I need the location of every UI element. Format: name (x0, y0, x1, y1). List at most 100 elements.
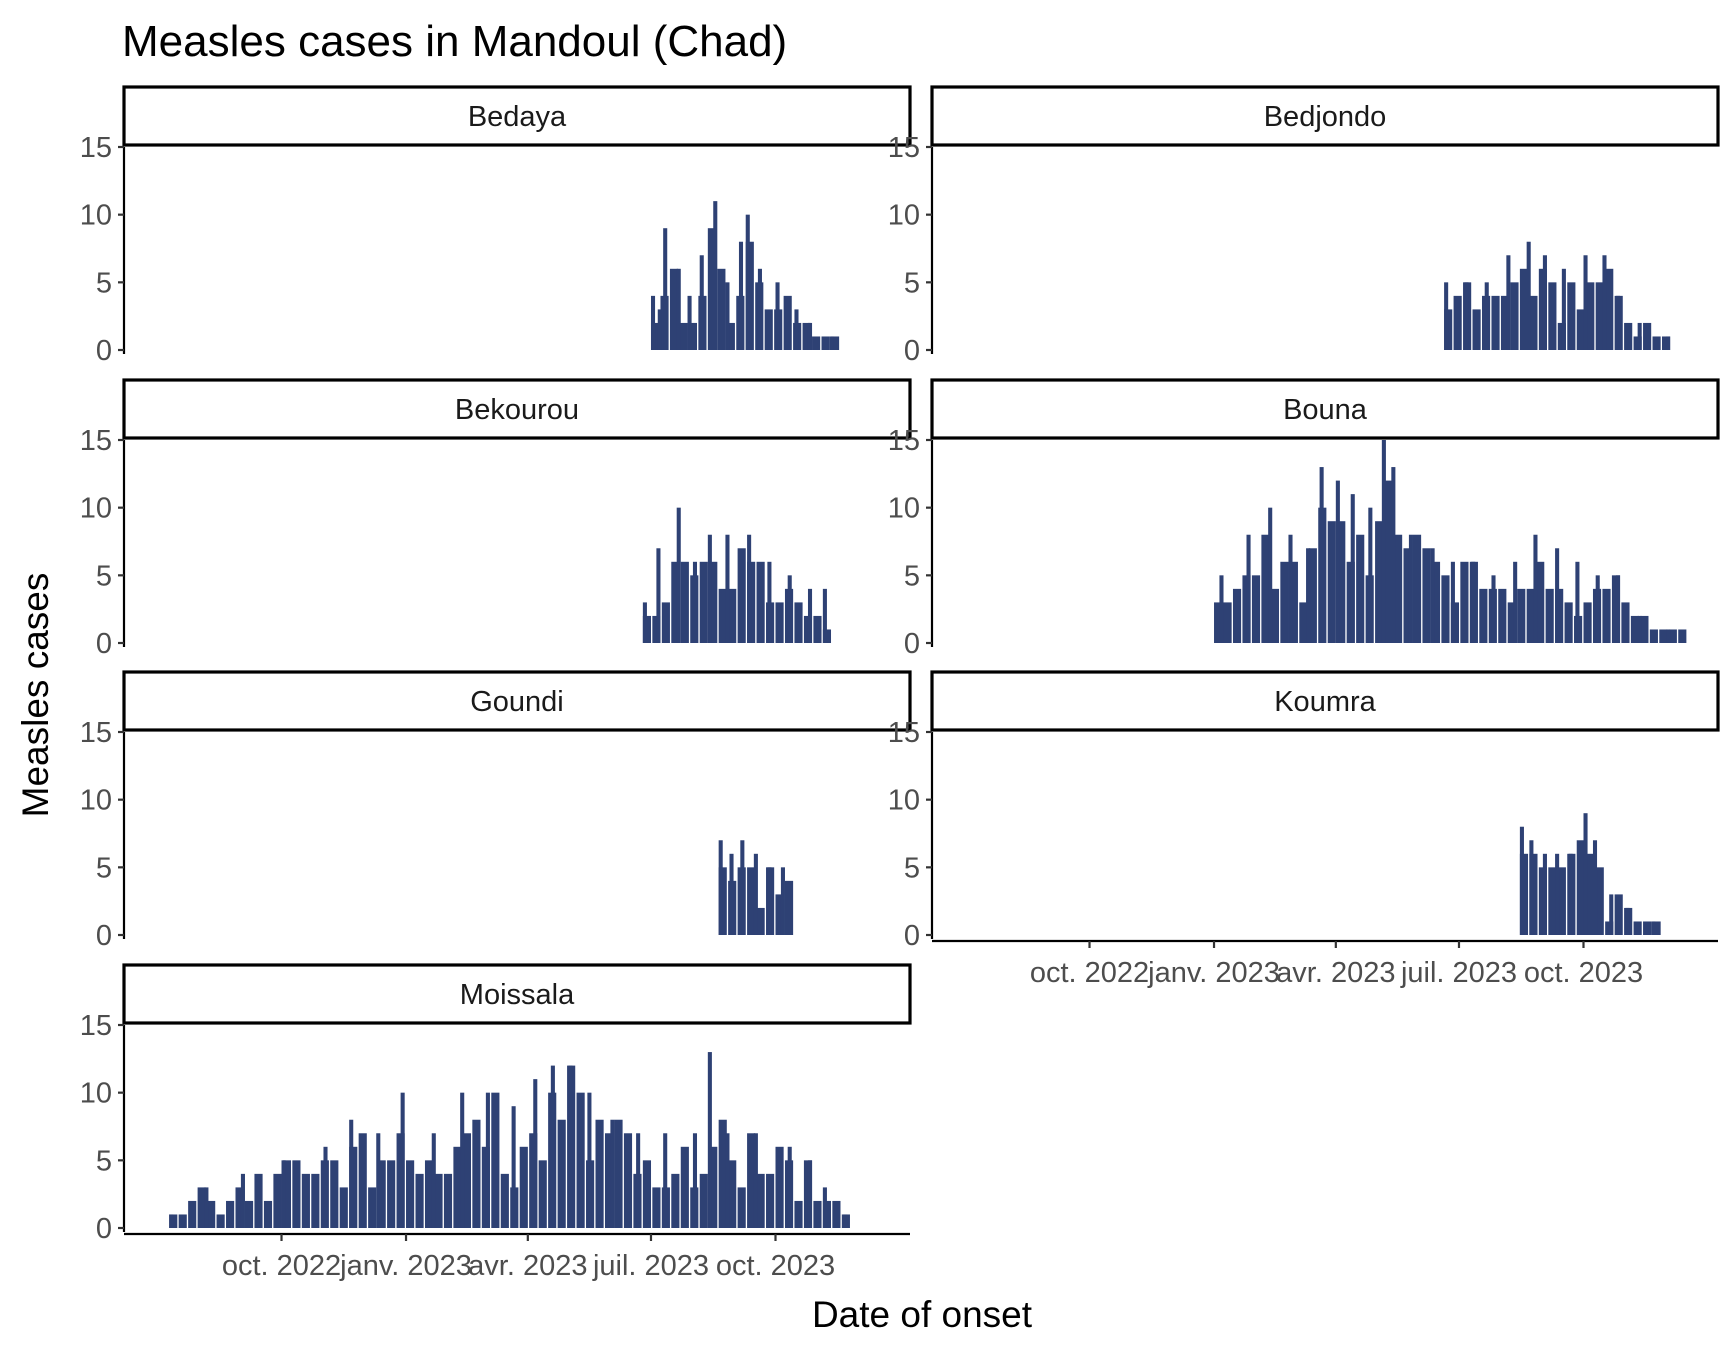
bar-bedjondo-11 (1548, 282, 1557, 350)
y-tick-label-bedjondo-0: 0 (904, 335, 920, 367)
y-tick-label-moissala-0: 0 (96, 1213, 112, 1245)
peak-bar-bedaya-6 (713, 201, 718, 350)
peak-bar-bedjondo-9 (1615, 295, 1621, 350)
x-axis-title: Date of onset (812, 1294, 1033, 1335)
bar-moissala-29 (443, 1173, 453, 1228)
y-tick-label-bedaya-10: 10 (80, 200, 112, 232)
facet-label-goundi: Goundi (470, 686, 564, 718)
bar-bouna-34 (1536, 561, 1545, 643)
facet-strip-koumra (930, 670, 1720, 732)
bar-bekourou-2 (661, 602, 670, 643)
bar-bedaya-16 (802, 322, 811, 350)
peak-bar-moissala-9 (460, 1092, 465, 1228)
bar-moissala-53 (671, 1173, 680, 1228)
bar-bedjondo-6 (1500, 295, 1510, 350)
bar-moissala-35 (500, 1173, 509, 1228)
bars-bekourou (642, 507, 832, 643)
facet-label-bedaya: Bedaya (468, 101, 567, 133)
bar-bouna-37 (1564, 602, 1573, 643)
bar-moissala-70 (832, 1200, 841, 1228)
bar-bouna-49 (1678, 629, 1687, 643)
peak-bar-moissala-17 (636, 1133, 641, 1228)
peak-bar-bedjondo-11 (1666, 336, 1671, 350)
peak-bar-bedjondo-0 (1444, 282, 1449, 350)
peak-bar-bekourou-6 (747, 534, 752, 643)
bar-bekourou-3 (671, 561, 680, 643)
peak-bar-moissala-0 (169, 1214, 174, 1228)
bars-moissala (169, 1052, 850, 1228)
bar-bouna-6 (1270, 588, 1280, 643)
peak-bar-moissala-24 (807, 1160, 813, 1228)
facet-strip-bedjondo (930, 85, 1720, 147)
bar-moissala-21 (368, 1187, 377, 1228)
peak-bar-bekourou-9 (807, 588, 813, 643)
peak-bar-koumra-8 (1625, 907, 1630, 935)
bar-moissala-31 (462, 1133, 472, 1228)
peak-bar-moissala-25 (822, 1187, 827, 1228)
bar-bouna-20 (1403, 548, 1412, 643)
peak-bar-moissala-22 (753, 1133, 758, 1228)
peak-bar-moissala-18 (663, 1133, 668, 1228)
bar-moissala-64 (775, 1146, 784, 1228)
bar-bouna-23 (1431, 561, 1441, 643)
peak-bar-moissala-14 (568, 1065, 573, 1228)
bars-koumra (1519, 813, 1661, 935)
bar-bouna-21 (1412, 534, 1422, 643)
bar-moissala-28 (434, 1173, 443, 1228)
bar-bedaya-14 (783, 295, 792, 350)
bar-bedaya-19 (830, 336, 840, 350)
bar-bekourou-7 (709, 561, 718, 643)
bar-moissala-32 (472, 1119, 481, 1228)
peak-bar-bedjondo-4 (1526, 241, 1531, 350)
bar-bouna-1 (1223, 602, 1232, 643)
bar-bekourou-8 (718, 588, 727, 643)
bar-moissala-48 (623, 1133, 633, 1228)
peak-bar-bedjondo-1 (1464, 282, 1469, 350)
y-tick-label-bekourou-10: 10 (80, 493, 112, 525)
x-tick-label-koumra-avr-2023: avr. 2023 (1276, 957, 1395, 989)
peak-bar-koumra-5 (1583, 813, 1588, 935)
peak-bar-bedaya-5 (699, 255, 704, 350)
bar-moissala-14 (301, 1173, 310, 1228)
bar-bedaya-3 (679, 322, 688, 350)
peak-bar-moissala-16 (610, 1119, 615, 1228)
bar-koumra-4 (1557, 867, 1566, 935)
peak-bar-bedaya-11 (775, 282, 780, 350)
peak-bar-bedjondo-5 (1542, 255, 1547, 350)
bar-moissala-47 (614, 1119, 623, 1228)
peak-bar-bedjondo-8 (1602, 255, 1607, 350)
bar-moissala-13 (292, 1160, 301, 1228)
peak-bar-bedaya-4 (687, 295, 692, 350)
bar-bouna-35 (1545, 588, 1554, 643)
bar-moissala-2 (188, 1200, 197, 1228)
peak-bar-goundi-5 (780, 867, 785, 935)
y-tick-label-bouna-5: 5 (904, 560, 920, 592)
y-tick-label-moissala-10: 10 (80, 1078, 112, 1110)
peak-bar-moissala-26 (843, 1214, 848, 1228)
bar-moissala-9 (254, 1173, 263, 1228)
bar-bekourou-12 (756, 561, 765, 643)
bar-bouna-33 (1526, 588, 1535, 643)
facet-label-koumra: Koumra (1274, 686, 1376, 718)
bar-moissala-46 (604, 1133, 614, 1228)
bar-bouna-31 (1507, 602, 1516, 643)
peak-bar-bouna-20 (1595, 575, 1600, 643)
facet-bouna: Bouna 0 5 10 15 (888, 378, 1720, 660)
bar-bouna-13 (1337, 521, 1346, 643)
peak-bar-bouna-12 (1430, 548, 1435, 643)
facet-label-bouna: Bouna (1283, 394, 1368, 426)
bar-bedjondo-19 (1624, 322, 1633, 350)
bar-koumra-13 (1643, 921, 1652, 935)
bar-bouna-0 (1214, 602, 1223, 643)
peak-bar-moissala-6 (376, 1133, 381, 1228)
peak-bar-bekourou-8 (787, 575, 792, 643)
bar-moissala-34 (491, 1092, 500, 1228)
bar-bouna-39 (1583, 602, 1592, 643)
bar-bouna-28 (1479, 588, 1488, 643)
bar-moissala-45 (595, 1119, 604, 1228)
bar-bouna-18 (1384, 480, 1393, 643)
peak-bar-bedjondo-10 (1637, 322, 1642, 350)
x-tick-label-moissala-juil-2023: juil. 2023 (592, 1250, 709, 1282)
